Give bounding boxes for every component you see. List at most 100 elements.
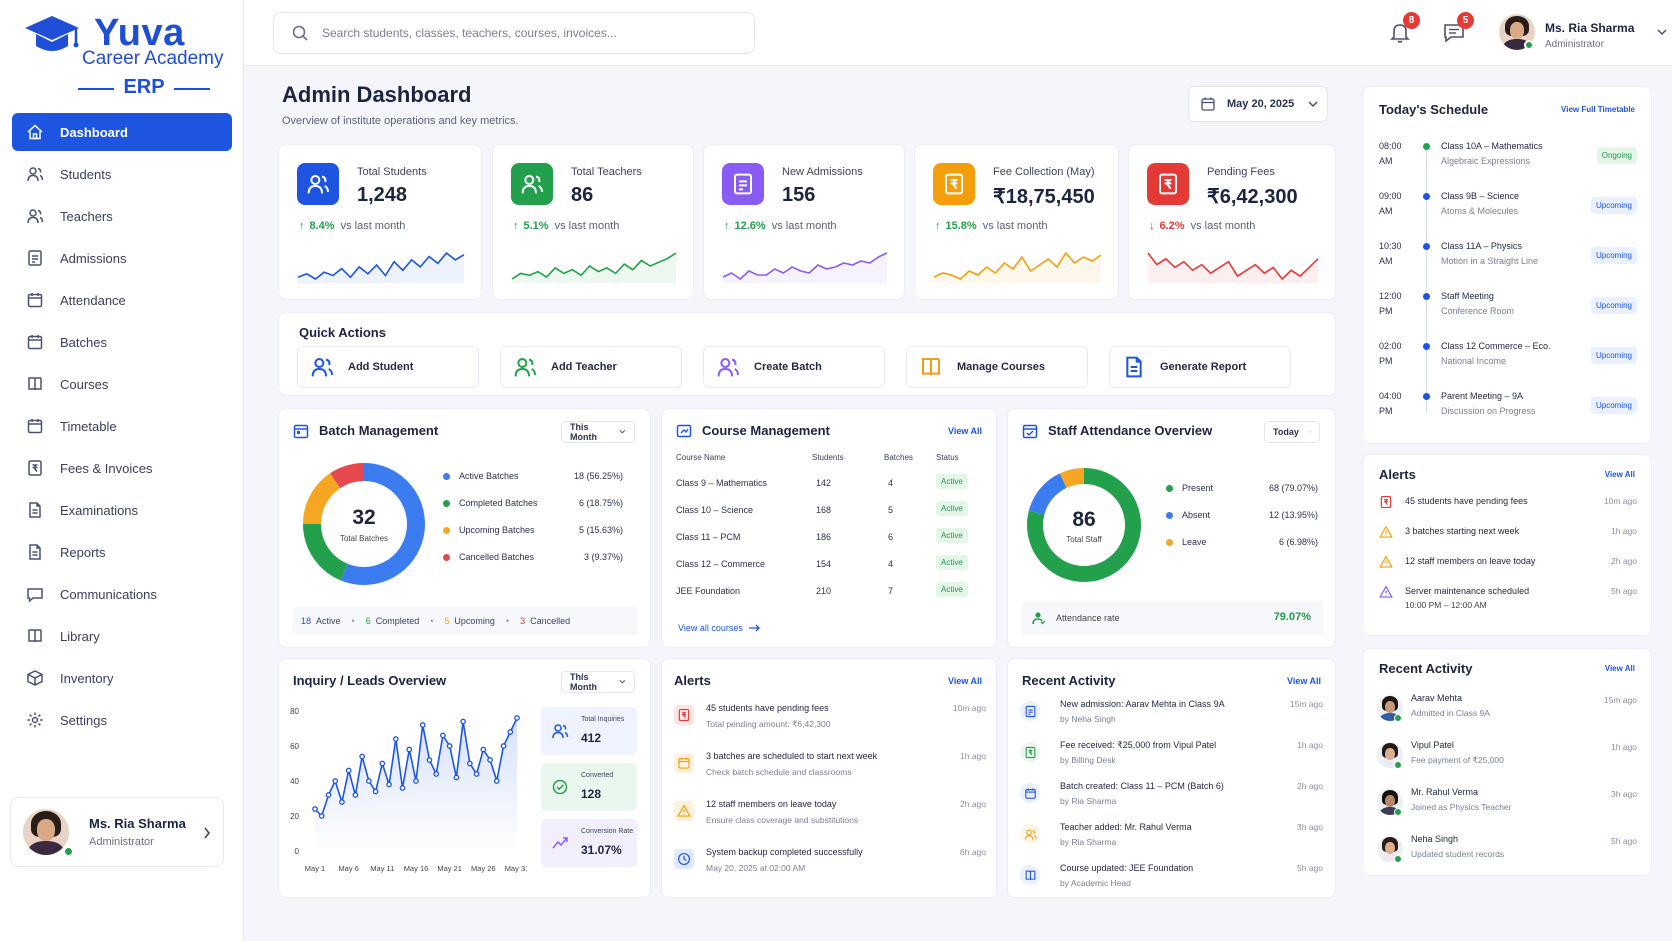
generate-report-button[interactable]: Generate Report xyxy=(1109,346,1291,388)
stat-card-pending-fees[interactable]: Pending Fees ₹6,42,300 ↓ 6.2% vs last month xyxy=(1128,144,1336,300)
alert-item[interactable]: 12 staff members on leave today 2h ago xyxy=(1363,555,1653,583)
messages-button[interactable]: 5 xyxy=(1442,12,1474,46)
sidebar-item-inventory[interactable]: Inventory xyxy=(12,659,232,697)
topbar-user-menu[interactable]: Ms. Ria Sharma Administrator xyxy=(1499,14,1669,54)
schedule-item[interactable]: 02:00 PM Class 12 Commerce – Eco. National … xyxy=(1363,341,1653,385)
alerts-view-all-link[interactable]: View All xyxy=(947,676,982,686)
activity-item[interactable]: Neha Singh Updated student records 5h ago xyxy=(1363,834,1653,874)
alert-item[interactable]: System backup completed successfully May … xyxy=(662,845,998,885)
alert-time: 10m ago xyxy=(1603,496,1637,506)
alert-item[interactable]: 3 batches starting next week 1h ago xyxy=(1363,525,1653,553)
create-batch-icon xyxy=(717,358,739,377)
view-all-courses-link[interactable]: View all courses xyxy=(678,623,761,633)
staff-filter-dropdown[interactable]: Today xyxy=(1264,421,1320,443)
course-view-all-link[interactable]: View All xyxy=(947,426,982,436)
date-value: May 20, 2025 xyxy=(1227,98,1295,110)
sidebar-item-label: Inventory xyxy=(60,670,114,686)
schedule-item[interactable]: 08:00 AM Class 10A – Mathematics Algebraic … xyxy=(1363,141,1653,185)
add-student-button[interactable]: Add Student xyxy=(297,346,479,388)
right-alerts-view-all-link[interactable]: View All xyxy=(1604,470,1635,479)
data-point xyxy=(386,781,392,788)
table-row[interactable]: Class 9 – Mathematics 142 4 Active xyxy=(662,471,998,495)
sidebar-item-students[interactable]: Students xyxy=(12,155,232,193)
alert-item[interactable]: 45 students have pending fees Total pendi… xyxy=(662,701,998,741)
activity-subtext: Joined as Physics Teacher xyxy=(1411,802,1512,812)
teacher-add-icon xyxy=(521,175,543,194)
sidebar-item-batches[interactable]: Batches xyxy=(12,323,232,361)
batch-filter-dropdown[interactable]: This Month xyxy=(561,421,635,443)
sidebar-item-communications[interactable]: Communications xyxy=(12,575,232,613)
batch-total: 32 xyxy=(352,506,376,529)
table-row[interactable]: Class 12 – Commerce 154 4 Active xyxy=(662,552,998,576)
schedule-item[interactable]: 04:00 PM Parent Meeting – 9A Discussion on … xyxy=(1363,391,1653,435)
sidebar-nav: Dashboard Students Teachers Admissions Atten… xyxy=(12,113,232,743)
schedule-item[interactable]: 09:00 AM Class 9B – Science Atoms & Molecul… xyxy=(1363,191,1653,235)
sidebar-item-attendance[interactable]: Attendance xyxy=(12,281,232,319)
table-row[interactable]: Class 11 – PCM 186 6 Active xyxy=(662,525,998,549)
alert-item[interactable]: 12 staff members on leave today Ensure cl… xyxy=(662,797,998,837)
inquiry-filter-dropdown[interactable]: This Month xyxy=(561,671,635,693)
alert-time: 5h ago xyxy=(1611,586,1637,596)
sidebar-item-teachers[interactable]: Teachers xyxy=(12,197,232,235)
manage-courses-button[interactable]: Manage Courses xyxy=(906,346,1088,388)
schedule-item[interactable]: 12:00 PM Staff Meeting Conference Room Upcom… xyxy=(1363,291,1653,335)
schedule-view-all-link[interactable]: View Full Timetable xyxy=(1561,105,1635,114)
alert-item[interactable]: Server maintenance scheduled 10:00 PM – 1… xyxy=(1363,585,1653,613)
sidebar-item-reports[interactable]: Reports xyxy=(12,533,232,571)
create-batch-button[interactable]: Create Batch xyxy=(703,346,885,388)
batch-total-label: Total Batches xyxy=(339,534,389,543)
sidebar-item-settings[interactable]: Settings xyxy=(12,701,232,739)
search-bar[interactable] xyxy=(273,12,755,54)
right-recent-view-all-link[interactable]: View All xyxy=(1604,664,1635,673)
kpi-card-conversion-rate[interactable]: Conversion Rate 31.07% xyxy=(541,819,637,867)
activity-subtext: by Billing Desk xyxy=(1060,755,1116,765)
schedule-title: Class 10A – Mathematics xyxy=(1441,141,1543,151)
sidebar-item-library[interactable]: Library xyxy=(12,617,232,655)
activity-item[interactable]: Aarav Mehta Admitted in Class 9A 15m ago xyxy=(1363,693,1653,733)
table-row[interactable]: Class 10 – Science 168 5 Active xyxy=(662,498,998,522)
sidebar-item-timetable[interactable]: Timetable xyxy=(12,407,232,445)
inquiry-title: Inquiry / Leads Overview xyxy=(293,673,447,688)
schedule-item[interactable]: 10:30 AM Class 11A – Physics Motion in a St… xyxy=(1363,241,1653,285)
logo[interactable]: Yuva Career Academy ERP xyxy=(24,12,224,102)
sidebar-item-dashboard[interactable]: Dashboard xyxy=(12,113,232,151)
sidebar-user-card[interactable]: Ms. Ria Sharma Administrator xyxy=(10,797,224,867)
sidebar-item-label: Fees & Invoices xyxy=(60,460,153,476)
sidebar-item-examinations[interactable]: Examinations xyxy=(12,491,232,529)
sidebar-item-courses[interactable]: Courses xyxy=(12,365,232,403)
activity-item[interactable]: Mr. Rahul Verma Joined as Physics Teacher… xyxy=(1363,787,1653,827)
activity-item[interactable]: Vipul Patel Fee payment of ₹25,000 1h ago xyxy=(1363,740,1653,780)
legend-label: Upcoming Batches xyxy=(459,525,535,535)
schedule-status-badge: Upcoming xyxy=(1590,297,1637,314)
sidebar-item-label: Teachers xyxy=(60,208,113,224)
activity-item[interactable]: Teacher added: Mr. Rahul Verma by Ria Sha… xyxy=(1008,822,1337,860)
alert-item[interactable]: 3 batches are scheduled to start next we… xyxy=(662,749,998,789)
table-cell: 7 xyxy=(888,586,894,596)
stat-card-total-students[interactable]: Total Students 1,248 ↑ 8.4% vs last month xyxy=(278,144,482,300)
search-input[interactable] xyxy=(322,26,722,40)
chevron-right-icon[interactable] xyxy=(203,827,211,839)
kpi-value: 412 xyxy=(581,731,602,745)
recent-activity-view-all-link[interactable]: View All xyxy=(1286,676,1321,686)
date-picker[interactable]: May 20, 2025 xyxy=(1188,86,1328,122)
table-row[interactable]: JEE Foundation 210 7 Active xyxy=(662,579,998,603)
sidebar-item-fees-invoices[interactable]: Fees & Invoices xyxy=(12,449,232,487)
conversion-icon xyxy=(552,837,568,849)
kpi-card-converted[interactable]: Converted 128 xyxy=(541,763,637,811)
alert-time: 1h ago xyxy=(1611,526,1637,536)
kpi-card-total-inquiries[interactable]: Total Inquiries 412 xyxy=(541,707,637,755)
alert-item[interactable]: 45 students have pending fees 10m ago xyxy=(1363,495,1653,523)
sidebar-item-admissions[interactable]: Admissions xyxy=(12,239,232,277)
activity-item[interactable]: New admission: Aarav Mehta in Class 9A by… xyxy=(1008,699,1337,737)
stat-card-fee-collection-may[interactable]: Fee Collection (May) ₹18,75,450 ↑ 15.8% vs l… xyxy=(914,144,1119,300)
notifications-button[interactable]: 8 xyxy=(1388,12,1420,46)
students-icon xyxy=(297,163,339,205)
activity-item[interactable]: Fee received: ₹25,000 from Vipul Patel by… xyxy=(1008,740,1337,778)
activity-item[interactable]: Batch created: Class 11 – PCM (Batch 6) b… xyxy=(1008,781,1337,819)
stat-card-new-admissions[interactable]: New Admissions 156 ↑ 12.6% vs last month xyxy=(703,144,905,300)
data-point xyxy=(453,774,460,781)
stat-card-total-teachers[interactable]: Total Teachers 86 ↑ 5.1% vs last month xyxy=(492,144,694,300)
add-teacher-button[interactable]: Add Teacher xyxy=(500,346,682,388)
activity-item[interactable]: Course updated: JEE Foundation by Academi… xyxy=(1008,863,1337,901)
data-point xyxy=(467,760,473,767)
